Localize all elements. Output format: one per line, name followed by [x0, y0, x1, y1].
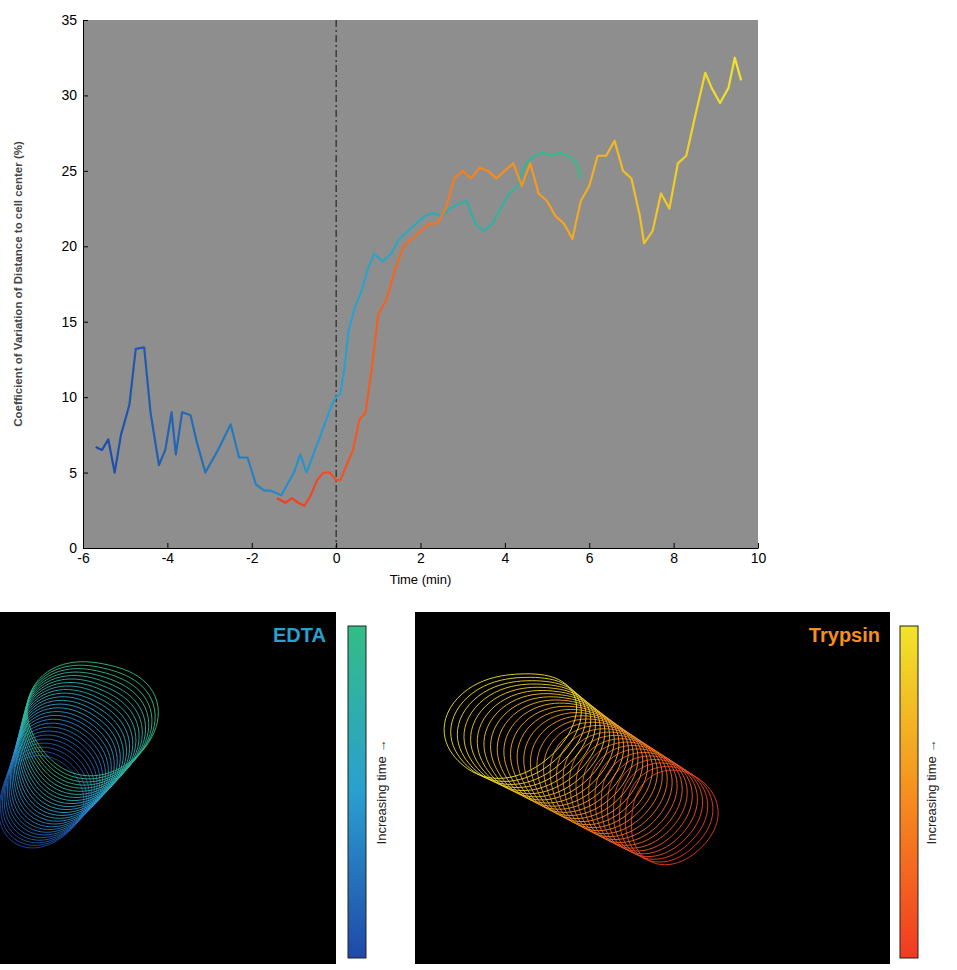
tick-mark [589, 543, 590, 548]
reference-line [336, 20, 337, 548]
y-axis-title: Coefficient of Variation of Distance to … [12, 141, 24, 427]
axis-line [84, 548, 759, 549]
cell-outline [493, 681, 643, 827]
tick-label: -4 [162, 550, 175, 566]
cell-outline [480, 673, 633, 821]
tick-label: 10 [61, 389, 77, 405]
tick-label: 20 [61, 238, 77, 254]
tick: 30 [61, 87, 88, 103]
tick-label: 8 [670, 550, 678, 566]
cell-outline [0, 703, 124, 836]
cell-outline [434, 647, 600, 803]
tick: -2 [246, 543, 259, 566]
cell-outline [0, 694, 130, 831]
tick-label: -6 [77, 550, 90, 566]
tick: 15 [61, 314, 88, 330]
cell-outline [486, 677, 637, 824]
tick-mark [336, 543, 337, 548]
tick-mark [83, 397, 88, 398]
cell-outline [609, 754, 735, 879]
tick-label: 5 [69, 465, 77, 481]
color-bar [348, 626, 366, 958]
tick-mark [167, 543, 168, 548]
tick: 25 [61, 163, 88, 179]
tick-mark [83, 548, 88, 549]
color-bar-label: Increasing time → [924, 740, 939, 845]
tick-mark [83, 95, 88, 96]
tick-label: 4 [501, 550, 509, 566]
plot-area [96, 20, 741, 548]
tick: 0 [333, 543, 341, 566]
cell-outline [12, 636, 176, 795]
tick-mark [83, 473, 88, 474]
panel: Trypsin [415, 612, 890, 964]
tick: 20 [61, 238, 88, 254]
cell-outline [6, 665, 152, 813]
tick-label: 15 [61, 314, 77, 330]
tick-mark [674, 543, 675, 548]
tick-label: 2 [417, 550, 425, 566]
cell-outline [428, 643, 596, 800]
panel-title: Trypsin [809, 624, 880, 646]
tick-mark [758, 543, 759, 548]
tick-label: 6 [586, 550, 594, 566]
cell-outline [578, 734, 710, 865]
panel: EDTA [0, 612, 336, 964]
cell-outline [454, 658, 614, 811]
plot-background [83, 20, 758, 548]
tick: 0 [69, 540, 88, 556]
chart: -6 -4 -2 0 2 4 6 8 10 0 5 10 15 20 25 30 35 Time (min) Coe… [0, 0, 957, 970]
series-line [277, 58, 741, 506]
tick-mark [83, 246, 88, 247]
tick-mark [83, 20, 88, 21]
tick-mark [421, 543, 422, 548]
tick-label: 25 [61, 163, 77, 179]
tick: 35 [61, 12, 88, 28]
tick: 6 [586, 543, 594, 566]
cell-outlines [0, 636, 176, 859]
color-bar-label: Increasing time → [374, 740, 389, 845]
tick: -4 [162, 543, 175, 566]
tick-label: -2 [246, 550, 259, 566]
cell-outline [2, 677, 142, 820]
panel-background [415, 612, 890, 964]
tick-label: 30 [61, 87, 77, 103]
tick-label: 35 [61, 12, 77, 28]
x-axis: -6 -4 -2 0 2 4 6 8 10 [77, 543, 766, 566]
axis-line [83, 21, 84, 549]
x-axis-title: Time (min) [390, 572, 452, 587]
tick: 4 [501, 543, 509, 566]
tick: 10 [751, 543, 767, 566]
cell-outlines [428, 643, 735, 878]
tick: 10 [61, 389, 88, 405]
tick-label: 10 [751, 550, 767, 566]
tick: 5 [69, 465, 88, 481]
y-axis: 0 5 10 15 20 25 30 35 [61, 12, 88, 556]
cell-outline [0, 690, 133, 828]
panel-background [0, 612, 336, 964]
cell-outline [572, 731, 705, 863]
cell-outline [11, 640, 172, 797]
series-line [96, 153, 581, 495]
tick-label: 0 [69, 540, 77, 556]
tick-label: 0 [333, 550, 341, 566]
cell-outline [5, 669, 149, 816]
color-bar [900, 626, 918, 958]
tick-mark [505, 543, 506, 548]
cell-outline [566, 727, 700, 860]
cell-outline [460, 662, 618, 814]
panel-title: EDTA [273, 624, 326, 646]
tick-mark [252, 543, 253, 548]
cell-outline [554, 719, 691, 854]
tick-mark [83, 171, 88, 172]
cell-outline [10, 644, 168, 800]
tick: 8 [670, 543, 678, 566]
tick-mark [83, 322, 88, 323]
tick: 2 [417, 543, 425, 566]
